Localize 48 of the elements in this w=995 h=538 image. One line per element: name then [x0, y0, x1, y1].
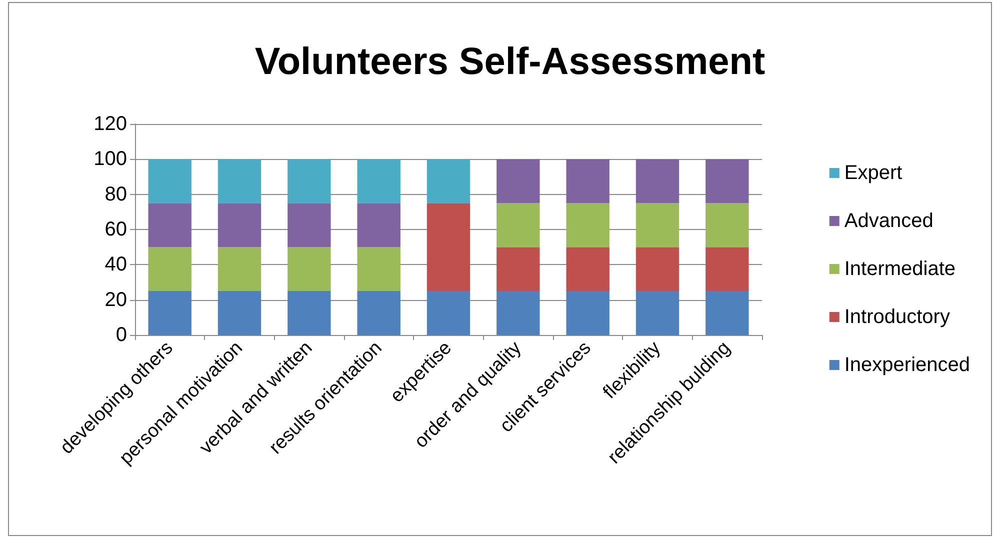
bar [218, 159, 262, 204]
bar [706, 291, 749, 335]
legend-label: Intermediate [844, 258, 956, 280]
bar [357, 291, 400, 335]
legend-label: Advanced [844, 210, 934, 232]
bar [218, 203, 262, 248]
bar [706, 203, 749, 248]
bar [566, 247, 610, 292]
y-tick-label: 0 [116, 324, 127, 346]
bar [288, 203, 331, 248]
legend-label: Inexperienced [844, 354, 970, 376]
bar [218, 247, 262, 292]
y-tick-label: 20 [104, 288, 127, 311]
bar [496, 203, 540, 248]
chart-title: Volunteers Self-Assessment [254, 41, 766, 83]
bar [566, 291, 610, 335]
bar [496, 291, 540, 335]
bar [357, 203, 400, 248]
y-tick-label: 60 [104, 218, 127, 240]
bar [636, 203, 680, 248]
bar [288, 159, 331, 204]
bar [636, 159, 680, 204]
bar [288, 291, 331, 335]
bar [357, 159, 400, 204]
y-tick-label: 100 [94, 148, 127, 170]
y-tick-label: 120 [94, 113, 127, 135]
bar [426, 291, 470, 335]
y-tick-label: 40 [104, 254, 127, 276]
bar [496, 247, 540, 292]
bar [426, 203, 470, 292]
bar [566, 203, 610, 248]
bar [636, 247, 680, 292]
bar [288, 247, 331, 292]
bar [148, 203, 192, 248]
bar [148, 247, 192, 292]
legend-label: Expert [844, 162, 903, 184]
bar [496, 159, 540, 204]
y-tick-label: 80 [104, 183, 127, 206]
legend-label: Introductory [844, 306, 950, 328]
bar [566, 159, 610, 204]
bar [357, 247, 400, 292]
bar [148, 291, 192, 335]
bar [706, 247, 749, 292]
bar [426, 159, 470, 204]
bar [148, 159, 192, 204]
bar [218, 291, 262, 335]
bar [636, 291, 680, 335]
bar [706, 159, 749, 204]
